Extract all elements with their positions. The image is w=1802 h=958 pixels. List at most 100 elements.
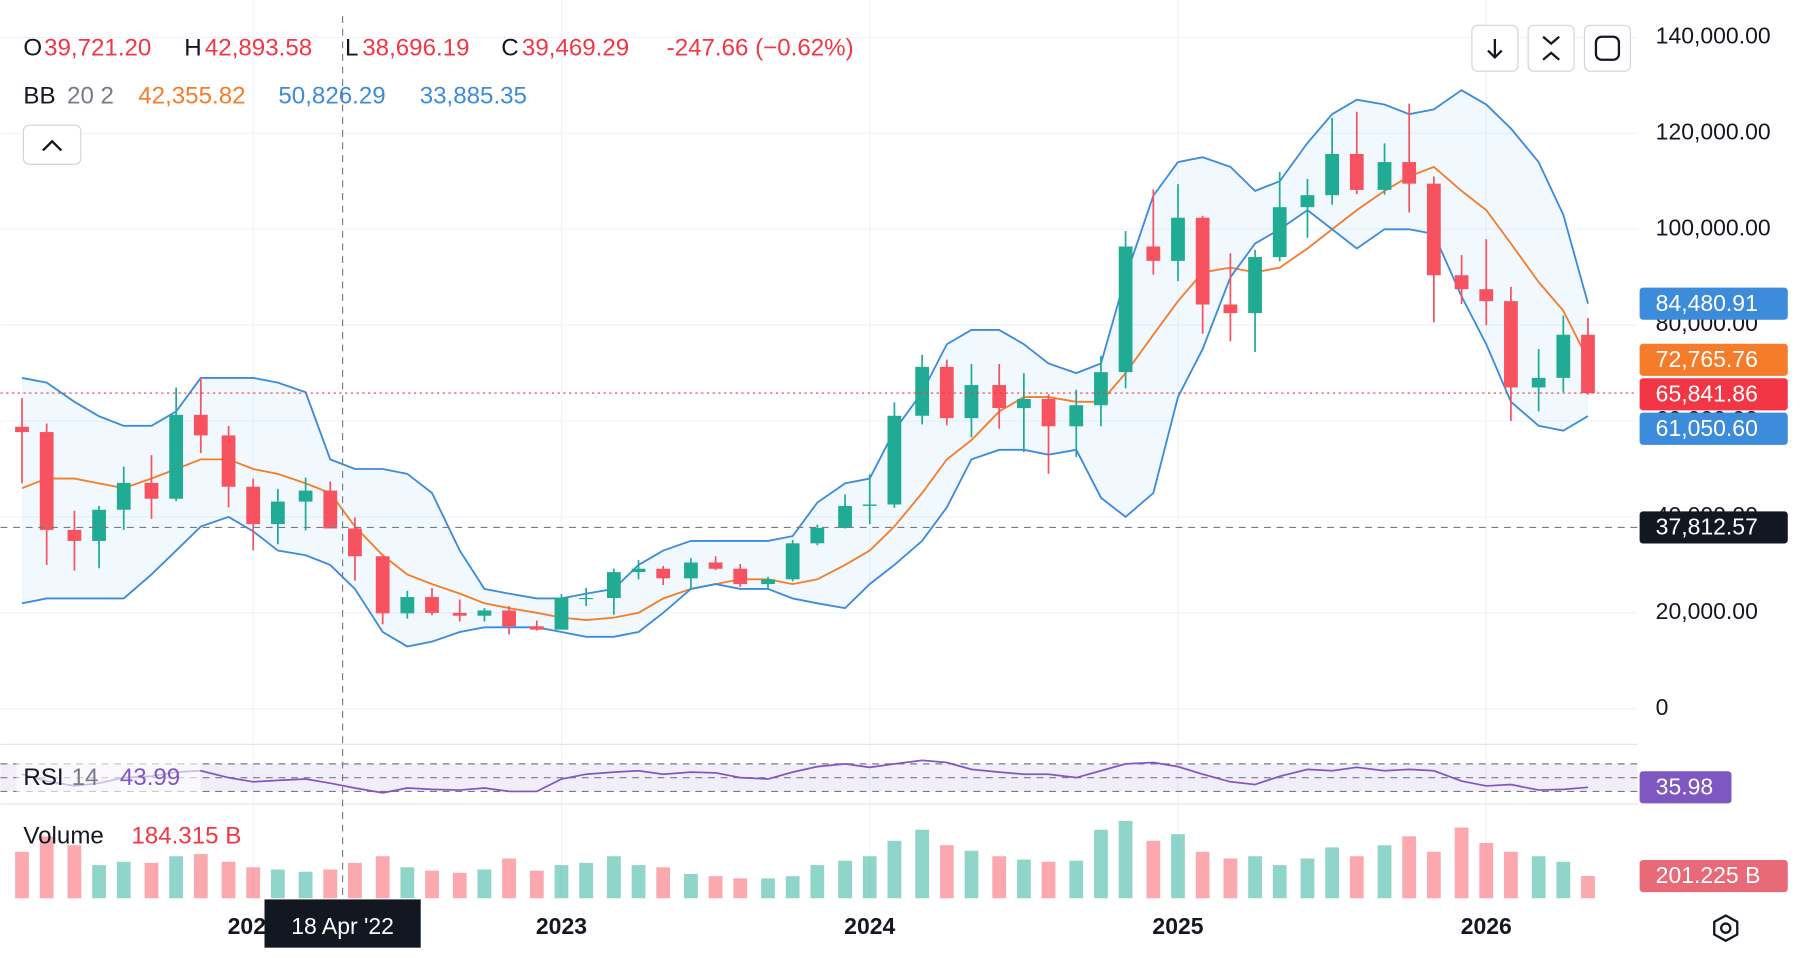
volume-bar	[1504, 851, 1518, 899]
candle-body	[1300, 195, 1315, 208]
volume-bar	[939, 845, 954, 899]
candle-body	[529, 626, 544, 630]
candle-body	[1454, 275, 1469, 290]
y-tick-label: 120,000.00	[1656, 118, 1771, 144]
volume-bar	[862, 856, 877, 899]
volume-bar	[1248, 856, 1262, 899]
volume-bar	[1069, 860, 1084, 899]
volume-bar	[733, 878, 748, 899]
candle-body	[761, 579, 775, 585]
candle-body	[1402, 162, 1417, 184]
collapse-button[interactable]	[22, 124, 82, 165]
price-label-box	[1639, 343, 1788, 376]
price-label: 72,765.76	[1656, 346, 1758, 372]
plot-layer	[0, 89, 1638, 899]
volume-bar	[375, 856, 390, 899]
toolbar	[1471, 24, 1631, 72]
candle-body	[1556, 334, 1571, 378]
legend-key: RSI	[23, 764, 63, 791]
volume-bar	[502, 858, 516, 899]
volume-bar	[785, 876, 800, 899]
candle-body	[348, 528, 362, 557]
candle-body	[684, 562, 698, 579]
candle-body	[452, 612, 467, 616]
button-frame[interactable]	[22, 124, 82, 165]
collapse-icon	[1542, 35, 1560, 61]
bb-line	[21, 208, 1589, 648]
volume-bar	[1272, 865, 1287, 899]
volume-bar	[810, 865, 825, 899]
candle-body	[1504, 301, 1518, 388]
volume-bar	[656, 867, 671, 899]
volume-bar	[116, 861, 131, 899]
candle-body	[246, 486, 261, 525]
candle-body	[862, 504, 877, 506]
volume-bar	[1426, 851, 1441, 899]
settings-button[interactable]	[1713, 914, 1739, 943]
volume-bar	[1094, 829, 1108, 899]
crosshair-date-box	[264, 899, 421, 948]
candle-body	[656, 568, 671, 579]
candle-body	[375, 556, 390, 614]
legend-key: O	[23, 35, 42, 62]
maximize-button[interactable]	[1583, 24, 1631, 72]
volume-bar	[1556, 861, 1571, 899]
candle-body	[964, 385, 979, 419]
volume-bar	[1454, 827, 1469, 899]
bb-line	[21, 165, 1589, 621]
bb-line	[21, 89, 1589, 600]
candle-body	[193, 414, 208, 436]
candle-body	[323, 490, 338, 529]
volume-bar	[1479, 842, 1494, 899]
candle-body	[116, 482, 131, 510]
volume-bar	[298, 871, 313, 899]
legend-backdrop	[16, 762, 201, 793]
x-tick-label: 2023	[536, 913, 587, 939]
candle-body	[1272, 207, 1287, 258]
volume-bar	[1195, 851, 1210, 899]
volume-bar	[323, 869, 338, 899]
price-label: 201.225 B	[1656, 862, 1761, 888]
volume-bar	[1349, 856, 1364, 899]
y-tick-label: 100,000.00	[1656, 214, 1771, 240]
legend-value: 50,826.29	[278, 83, 385, 110]
volume-bar	[915, 829, 930, 899]
candle-body	[1016, 398, 1031, 409]
volume-bar	[477, 869, 492, 899]
volume-bar	[39, 836, 54, 899]
chevron-icon	[42, 139, 63, 152]
volume-bar	[529, 870, 544, 899]
legend-value: 33,885.35	[420, 83, 527, 110]
volume-bar	[452, 872, 467, 899]
rsi-legend: RSI 14 43.99	[23, 764, 180, 791]
collapse-pane-button[interactable]	[1527, 24, 1575, 72]
candle-body	[810, 527, 825, 544]
volume-bar	[221, 861, 236, 899]
legend-value: 39,469.29	[522, 35, 629, 62]
volume-bar	[67, 845, 82, 899]
candle-body	[838, 505, 852, 528]
candle-body	[39, 432, 54, 530]
volume-bar	[270, 869, 285, 899]
candle-body	[606, 572, 621, 598]
price-label: 37,812.57	[1656, 514, 1758, 540]
candle-body	[915, 366, 930, 416]
price-label: 61,050.60	[1656, 415, 1758, 441]
y-tick-label: 140,000.00	[1656, 22, 1771, 48]
legend-params: 20 2	[67, 83, 114, 110]
candle-body	[992, 385, 1007, 409]
legend-change: -247.66 (−0.62%)	[667, 35, 854, 62]
candle-body	[1377, 162, 1392, 190]
candle-body	[425, 597, 439, 613]
volume-bar	[1377, 845, 1392, 899]
candle-body	[785, 543, 800, 580]
volume-bar	[246, 867, 261, 899]
price-label-box	[1639, 859, 1788, 893]
volume-bar	[193, 854, 208, 899]
crosshair-date: 18 Apr '22	[291, 913, 394, 939]
legend-params: 14	[72, 764, 99, 791]
legend-key: C	[501, 35, 518, 62]
candle-body	[1171, 217, 1185, 261]
volume-bar	[1223, 858, 1238, 899]
